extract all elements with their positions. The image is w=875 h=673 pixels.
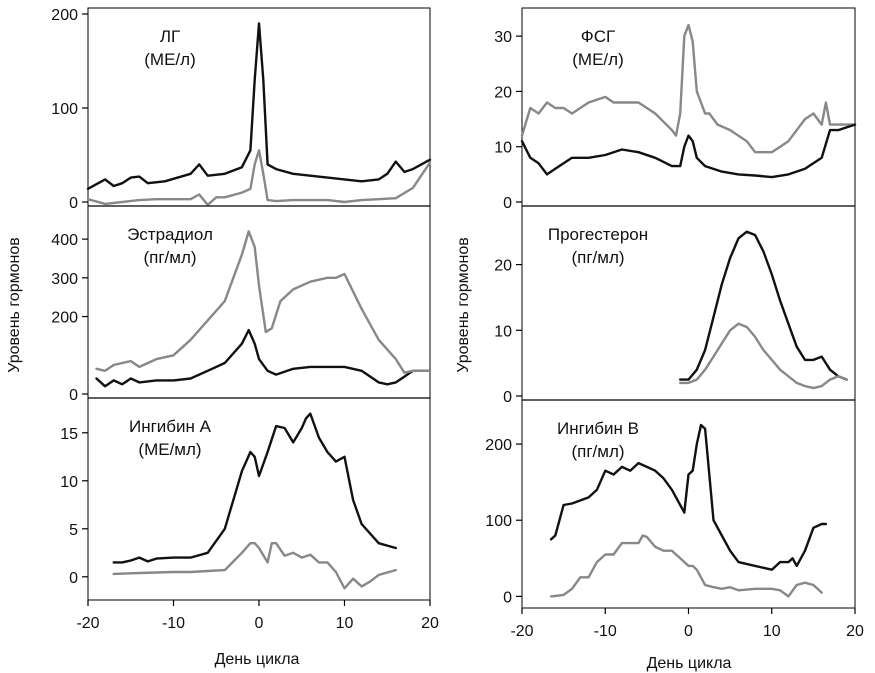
series-line-1 — [549, 423, 828, 571]
y-tick-label: 30 — [494, 29, 512, 46]
y-tick-label: 10 — [494, 323, 512, 340]
y-tick-label: 0 — [503, 195, 512, 212]
panel-label-line: Ингибин В — [557, 419, 639, 438]
y-tick-label: 0 — [69, 387, 78, 404]
left-frame — [87, 7, 431, 601]
left-y-axis-label: Уровень гормонов — [6, 237, 23, 373]
x-tick-label: 10 — [336, 615, 354, 632]
panel-label-line: ФСГ — [581, 27, 615, 46]
y-tick-label: 0 — [69, 570, 78, 587]
panel-label-line: (пг/мл) — [571, 248, 624, 267]
x-tick-label: 0 — [684, 623, 693, 640]
x-tick-label: 20 — [421, 615, 439, 632]
panel-4: 0 10 20 30 ФСГ (МЕ/л) — [494, 23, 857, 212]
series-line-2 — [95, 230, 432, 374]
panel-label-line: ЛГ — [160, 27, 180, 46]
y-tick-label: 400 — [51, 232, 78, 249]
x-tick-label: 20 — [846, 623, 864, 640]
right-frame — [521, 7, 856, 609]
x-tick-label: -10 — [162, 615, 185, 632]
left-x-axis-label: День цикла — [215, 651, 300, 668]
y-tick-label: 20 — [494, 258, 512, 275]
panel-label-line: Ингибин А — [129, 417, 212, 436]
y-tick-label: 0 — [503, 589, 512, 606]
series-line-1 — [112, 412, 397, 564]
left-panel-group — [87, 7, 431, 601]
panel-6: 0 100 200 -20 -10 0 10 20 Ингибин В (пг/мл) — [485, 399, 864, 640]
y-tick-label: 200 — [485, 437, 512, 454]
y-tick-label: 20 — [494, 84, 512, 101]
series-line-1 — [520, 23, 857, 154]
panel-1: 0 100 200 ЛГ (МЕ/л) — [51, 7, 432, 212]
x-tick-label: -20 — [510, 623, 533, 640]
panel-label-line: (МЕ/л) — [144, 50, 195, 69]
panel-label-line: Эстрадиол — [127, 225, 213, 244]
right-panel-group — [521, 7, 856, 609]
series-line-1 — [679, 230, 848, 381]
y-tick-label: 15 — [60, 426, 78, 443]
panel-label-line: (МЕ/л) — [572, 50, 623, 69]
x-tick-label: -10 — [594, 623, 617, 640]
series-line-2 — [549, 534, 823, 598]
series-line-2 — [112, 542, 397, 590]
panel-5: 0 10 20 Прогестерон (пг/мл) — [494, 205, 855, 406]
series-line-2 — [86, 149, 432, 206]
y-tick-label: 10 — [494, 140, 512, 157]
right-y-axis-label: Уровень гормонов — [455, 237, 472, 373]
x-tick-label: 10 — [763, 623, 781, 640]
panel-label-line: Прогестерон — [548, 225, 648, 244]
y-tick-label: 200 — [51, 7, 78, 24]
series-line-2 — [520, 123, 857, 179]
panel-label-line: (пг/мл) — [143, 248, 196, 267]
panel-2: 0 200 300 400 Эстрадиол (пг/мл) — [51, 205, 432, 404]
panel-label-line: (МЕ/мл) — [138, 440, 201, 459]
y-tick-label: 5 — [69, 522, 78, 539]
panel-3: 0 5 10 15 -20 -10 0 10 20 Ингибин А (МЕ/мл) — [60, 397, 439, 632]
series-line-2 — [679, 322, 848, 390]
x-tick-label: 0 — [255, 615, 264, 632]
y-tick-label: 0 — [503, 389, 512, 406]
y-tick-label: 100 — [51, 101, 78, 118]
panel-label-line: (пг/мл) — [571, 442, 624, 461]
y-tick-label: 200 — [51, 310, 78, 327]
y-tick-label: 100 — [485, 513, 512, 530]
y-tick-label: 300 — [51, 271, 78, 288]
right-x-axis-label: День цикла — [647, 655, 732, 672]
x-tick-label: -20 — [76, 615, 99, 632]
y-tick-label: 10 — [60, 474, 78, 491]
series-line-1 — [95, 328, 432, 388]
series-line-1 — [86, 22, 432, 190]
y-tick-label: 0 — [69, 195, 78, 212]
